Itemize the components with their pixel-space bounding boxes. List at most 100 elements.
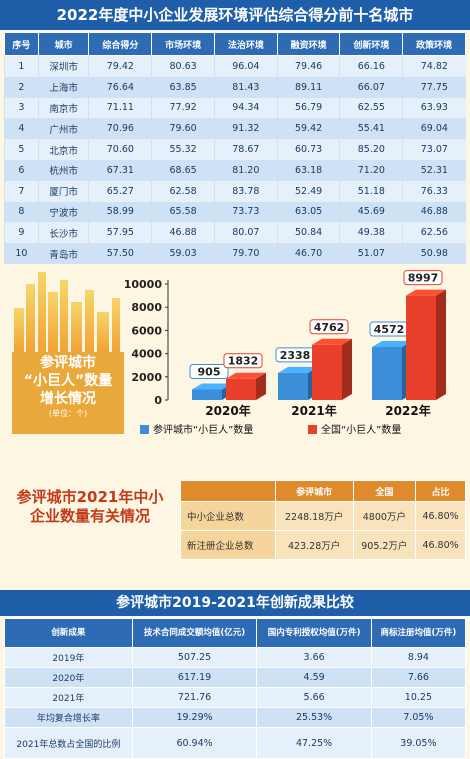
ranking-header-cell: 法治环境: [213, 32, 278, 56]
innovation-table: 创新成果 技术合同成交额均值(亿元) 国内专利授权均值(万件) 商标注册均值(万件) …: [4, 618, 467, 759]
table-cell: 4: [4, 118, 39, 140]
counts-section-title: 参评城市2021年中小企业数量有关情况: [16, 488, 164, 525]
y-tick-label: 2000: [131, 371, 162, 384]
bar-top: [312, 338, 352, 345]
table-cell: 51.07: [339, 243, 403, 264]
counts-table: 参评城市 全国 占比 中小企业总数 2248.18万户 4800万户 46.80% 新注册企…: [180, 480, 466, 560]
data-label: 8997: [408, 272, 439, 285]
table-cell: 85.20: [339, 139, 403, 160]
ranking-header-cell: 综合得分: [88, 32, 153, 56]
table-cell: 厦门市: [37, 180, 89, 202]
table-cell: 5: [4, 139, 39, 160]
top-banner-title: 2022年度中小企业发展环境评估综合得分前十名城市: [0, 0, 470, 30]
chart-legend: 参评城市“小巨人”数量 全国“小巨人”数量: [140, 423, 401, 436]
bar-side: [256, 372, 266, 400]
table-cell: 66.16: [339, 55, 403, 77]
legend-label: 全国“小巨人”数量: [321, 423, 401, 436]
innovation-body: 2019年 507.25 3.66 8.94 2020年 617.19 4.59 7.66 20…: [4, 647, 467, 759]
table-cell: 50.84: [276, 222, 340, 244]
table-cell: 深圳市: [37, 55, 89, 77]
table-cell: 63.85: [151, 76, 215, 98]
bar-top: [278, 366, 318, 373]
table-cell: 8: [4, 201, 39, 223]
table-row: 7 厦门市 65.27 62.58 83.78 52.49 51.18 76.33: [4, 180, 466, 202]
ranking-header-cell: 创新环境: [339, 32, 404, 56]
table-cell: 62.56: [402, 222, 466, 244]
table-cell: 79.70: [213, 243, 278, 264]
ranking-header-cell: 融资环境: [276, 32, 341, 56]
growth-label-line3: 增长情况: [40, 391, 96, 407]
data-label-box: [223, 353, 263, 369]
table-row: 新注册企业总数 423.28万户 905.2万户 46.80%: [180, 530, 466, 560]
table-cell: 76.33: [402, 180, 466, 202]
table-cell: 721.76: [131, 687, 258, 708]
table-row: 2021年 721.76 5.66 10.25: [4, 687, 467, 708]
table-row: 2020年 617.19 4.59 7.66: [4, 667, 467, 688]
table-cell: 长沙市: [37, 222, 89, 244]
innovation-header-cell: 技术合同成交额均值(亿元): [131, 618, 258, 648]
bar-side: [436, 289, 446, 400]
data-label-box: [403, 270, 443, 286]
table-cell: 49.38: [339, 222, 403, 244]
table-cell: 94.34: [213, 97, 278, 119]
bar-side: [342, 338, 352, 400]
bar-front: [312, 344, 342, 400]
table-cell: 65.58: [151, 201, 215, 223]
table-cell: 78.67: [213, 139, 278, 160]
innovation-header-row: 创新成果 技术合同成交额均值(亿元) 国内专利授权均值(万件) 商标注册均值(万件): [4, 618, 467, 648]
table-cell: 62.55: [339, 97, 403, 119]
x-category-label: 2020年: [205, 403, 250, 418]
data-label: 4762: [314, 321, 345, 334]
y-tick-label: 10000: [124, 278, 163, 291]
counts_section-header-cell: 参评城市: [274, 480, 354, 502]
table-cell: 67.31: [88, 159, 152, 181]
bar-top: [226, 372, 266, 379]
table-row: 中小企业总数 2248.18万户 4800万户 46.80%: [180, 501, 466, 531]
table-row: 2 上海市 76.64 63.85 81.43 89.11 66.07 77.75: [4, 76, 466, 98]
ranking-table: 序号 城市 综合得分 市场环境 法治环境 融资环境 创新环境 政策环境 1 深圳市 79.42 80…: [4, 32, 466, 264]
table-cell: 423.28万户: [274, 530, 354, 560]
table-cell: 69.04: [402, 118, 466, 140]
table-row: 年均复合增长率 19.29% 25.53% 7.05%: [4, 707, 467, 728]
growth-label-line2: “小巨人”数量: [23, 373, 113, 389]
bar-front: [226, 378, 256, 400]
table-cell: 4.59: [256, 667, 372, 688]
table-cell: 51.18: [339, 180, 403, 202]
legend-swatch: [140, 425, 149, 434]
data-label-box: [309, 319, 349, 335]
small-giant-growth-chart: 0 2000 4000 6000 8000 10000 905 1832 2020年 2338 4…: [14, 270, 446, 436]
bar-front: [278, 372, 308, 400]
table-cell: 3.66: [256, 647, 372, 668]
bar-front: [406, 295, 436, 400]
y-tick-label: 0: [154, 394, 162, 407]
innovation-header-cell: 创新成果: [4, 618, 133, 648]
ranking-header-cell: 市场环境: [151, 32, 215, 56]
counts-header-row: 参评城市 全国 占比: [180, 480, 466, 502]
y-tick-label: 8000: [131, 301, 162, 314]
bar-top: [192, 383, 232, 390]
growth-chart-label: 参评城市 “小巨人”数量 增长情况 (单位：个): [12, 352, 124, 434]
table-cell: 2020年: [4, 667, 133, 688]
table-row: 1 深圳市 79.42 80.63 96.04 79.46 66.16 74.82: [4, 55, 466, 77]
table-cell: 89.11: [276, 76, 340, 98]
table-cell: 59.03: [151, 243, 215, 264]
table-cell: 57.50: [88, 243, 152, 264]
table-cell: 60.73: [276, 139, 340, 160]
table-cell: 60.94%: [131, 727, 258, 759]
table-cell: 83.78: [213, 180, 278, 202]
data-label: 905: [198, 366, 221, 379]
data-label: 4572: [374, 323, 405, 336]
table-cell: 2021年: [4, 687, 133, 708]
table-cell: 46.88: [402, 201, 466, 223]
table-cell: 7: [4, 180, 39, 202]
table-cell: 71.11: [88, 97, 152, 119]
table-row: 10 青岛市 57.50 59.03 79.70 46.70 51.07 50.98: [4, 243, 466, 264]
table-cell: 9: [4, 222, 39, 244]
table-row: 9 长沙市 57.95 46.88 80.07 50.84 49.38 62.56: [4, 222, 466, 244]
table-cell: 50.98: [402, 243, 466, 264]
table-cell: 4800万户: [352, 501, 417, 531]
ranking-header-cell: 序号: [4, 32, 39, 56]
table-cell: 65.27: [88, 180, 152, 202]
y-tick-label: 6000: [131, 324, 162, 337]
table-cell: 1: [4, 55, 39, 77]
